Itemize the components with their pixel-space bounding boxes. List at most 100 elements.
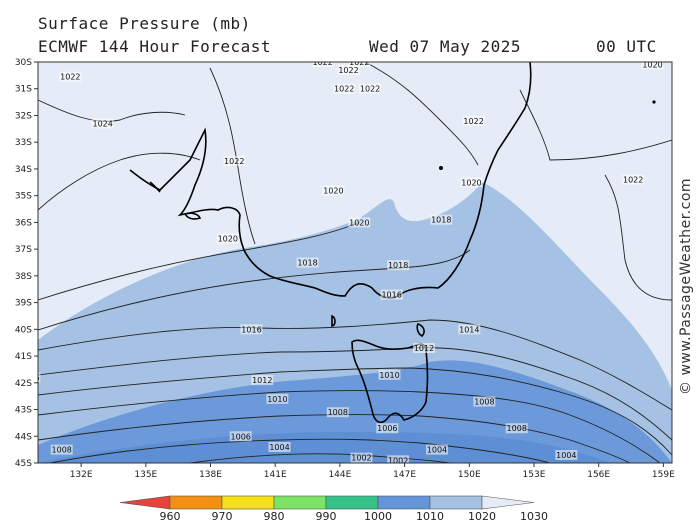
isobar-label-bg — [311, 62, 334, 67]
lat-tick-label: 36S — [15, 218, 32, 228]
scale-left-arrow — [119, 495, 171, 510]
scale-label: 1010 — [416, 510, 444, 523]
isobar-label-bg — [359, 83, 382, 94]
isobar-label-bg — [223, 155, 246, 166]
isobar-label: 1022 — [623, 176, 643, 185]
isobar-label-bg — [296, 257, 319, 268]
lon-tick-label: 159E — [652, 470, 675, 480]
isobar-label: 1006 — [377, 424, 397, 433]
scale-swatch — [169, 495, 223, 510]
lon-tick-label: 150E — [458, 470, 481, 480]
scale-right-arrow — [481, 495, 535, 510]
band-below-1004 — [38, 432, 610, 463]
isobar-label: 1020 — [323, 186, 343, 195]
isobar-label: 1010 — [379, 371, 399, 380]
latitude-axis: 30S 31S 32S 33S 34S 35S 36S 37S 38S 39S 40S 41S 42S 4… — [15, 58, 38, 469]
lat-tick-label: 42S — [15, 379, 32, 389]
isobar-label-bg — [555, 449, 578, 460]
isobar-label: 1012 — [252, 376, 272, 385]
isobar-label-bg — [348, 217, 371, 228]
scale-label: 980 — [264, 510, 285, 523]
isobar-label-bg — [333, 83, 356, 94]
isobar-label: 1024 — [93, 119, 113, 128]
isobar-label: 1022 — [312, 58, 332, 67]
isobar-label-bg — [430, 214, 453, 225]
lon-tick-label: 138E — [199, 470, 222, 480]
isobar-label: 1018 — [388, 261, 408, 270]
lat-tick-label: 31S — [15, 85, 32, 95]
isobar-label: 1016 — [241, 325, 261, 334]
king-island — [331, 314, 336, 328]
isobar-label-bg — [376, 423, 399, 434]
isobar-label-bg — [413, 343, 436, 354]
isobar-label: 1012 — [414, 344, 434, 353]
isobar-label-bg — [38, 372, 41, 383]
isobar-label-bg — [425, 444, 448, 455]
isobar-label-bg — [462, 115, 485, 126]
lat-tick-label: 30S — [15, 58, 32, 68]
isobar-label-bg — [268, 441, 291, 452]
isobar-label-bg — [240, 324, 263, 335]
norfolk-island — [652, 100, 656, 104]
scale-label: 1000 — [364, 510, 392, 523]
scale-label: 990 — [316, 510, 337, 523]
lon-tick-label: 147E — [393, 470, 416, 480]
isobar-label-bg — [380, 289, 403, 300]
south-australia-coast — [129, 62, 532, 299]
longitude-axis: 132E 135E 138E 141E 144E 147E 150E 153E 156E 159E — [70, 463, 675, 480]
map-frame — [37, 61, 673, 464]
isobar-label-bg — [505, 423, 528, 434]
scale-label: 1020 — [468, 510, 496, 523]
isobar-label: 1020 — [642, 61, 662, 70]
lat-tick-label: 37S — [15, 245, 32, 255]
isobar-label-bg — [91, 118, 114, 129]
flinders-island — [416, 323, 425, 337]
isobar-label-bg — [378, 369, 401, 380]
lon-tick-label: 141E — [264, 470, 287, 480]
lon-tick-label: 132E — [70, 470, 93, 480]
forecast-date: Wed 07 May 2025 — [369, 37, 521, 56]
isobar-label: 1004 — [427, 446, 447, 455]
isobar-label-bg — [622, 174, 645, 185]
isobar-label: 1002 — [388, 456, 408, 465]
isobar-label: 1016 — [381, 291, 401, 300]
scale-swatch — [221, 495, 275, 510]
tasmania — [351, 339, 429, 424]
isobar-label-bg — [387, 260, 410, 271]
lon-tick-label: 144E — [328, 470, 351, 480]
isobar-label: 1004 — [269, 443, 289, 452]
isobar-label: 1020 — [218, 234, 238, 243]
isobar-label: 1014 — [459, 325, 479, 334]
isobar-label: 1022 — [349, 58, 369, 67]
scale-swatch — [429, 495, 483, 510]
scale-label: 970 — [212, 510, 233, 523]
isobar-label-bg — [458, 324, 481, 335]
lat-tick-label: 43S — [15, 406, 32, 416]
isobar-label: 1022 — [60, 73, 80, 82]
isobar-label: 1004 — [556, 451, 576, 460]
isobar-label-bg — [322, 185, 345, 196]
isobar-label-bg — [460, 177, 483, 188]
scale-swatch — [273, 495, 327, 510]
band-1000-1010 — [38, 360, 672, 463]
lord-howe-island — [439, 166, 443, 170]
lon-tick-label: 153E — [523, 470, 546, 480]
isobar-label: 1022 — [360, 85, 380, 94]
isobar-label: 1008 — [328, 408, 348, 417]
isobar-label: 1008 — [507, 424, 527, 433]
isobar-label: 1020 — [461, 178, 481, 187]
lat-tick-label: 33S — [15, 138, 32, 148]
lat-tick-label: 34S — [15, 165, 32, 175]
site-credit: © www.PassageWeather.com — [678, 177, 694, 395]
lat-tick-label: 35S — [15, 192, 32, 202]
isobar-label-bg — [216, 233, 239, 244]
color-scale: 960 970 980 990 1000 1010 1020 1030 — [119, 495, 548, 523]
isobar-label-bg — [350, 452, 373, 463]
scale-label: 960 — [160, 510, 181, 523]
coastlines — [129, 62, 532, 424]
isobar-label-bg — [473, 396, 496, 407]
lon-tick-label: 135E — [134, 470, 157, 480]
